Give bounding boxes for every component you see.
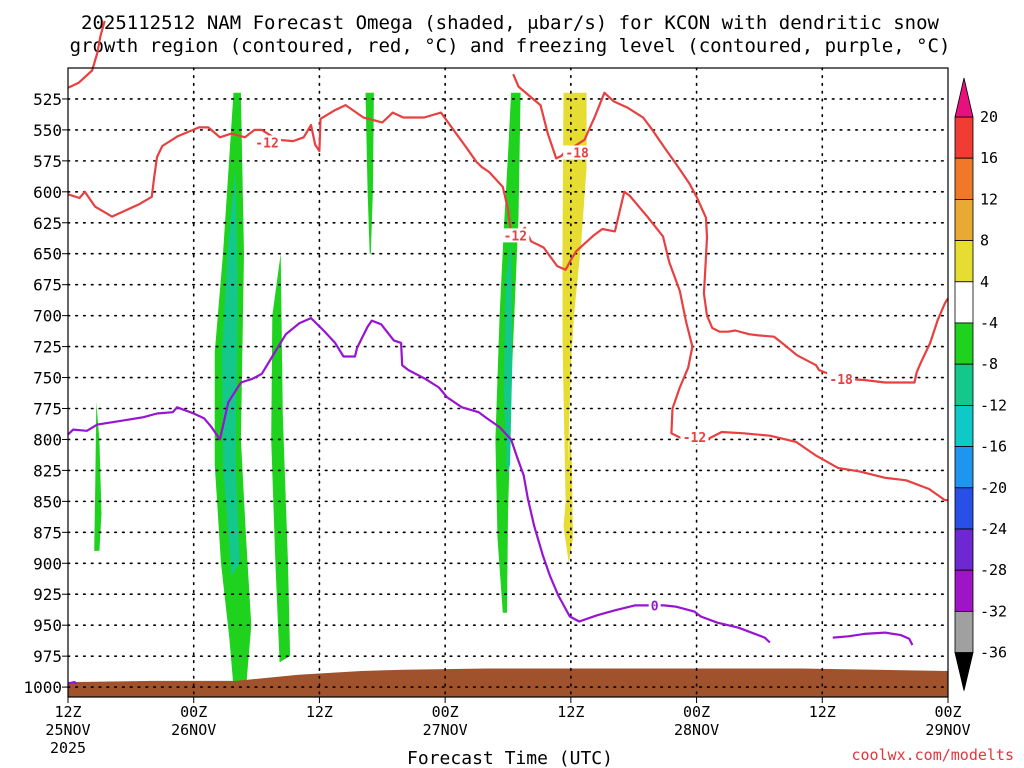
colorbar-bin-14 <box>954 652 974 691</box>
y-tick-label-675: 675 <box>33 276 62 295</box>
colorbar-bin-0 <box>954 77 974 118</box>
contour-label-bg-0 <box>253 135 282 150</box>
freezing-contour-1 <box>67 680 77 685</box>
x-tick-time-5: 00Z <box>683 703 710 721</box>
contour-label-4: -12 <box>683 431 706 446</box>
colorbar-label-3: 8 <box>980 232 989 250</box>
y-tick-label-950: 950 <box>33 616 62 635</box>
colorbar-bin-3 <box>954 198 974 241</box>
y-tick-label-1000: 1000 <box>23 678 62 697</box>
colorbar-label-5: -4 <box>980 314 998 332</box>
colorbar-label-13: -36 <box>980 644 1007 662</box>
omega-region-1 <box>222 167 240 576</box>
colorbar-label-1: 16 <box>980 149 998 167</box>
x-tick-date-0: 25NOV <box>45 721 90 739</box>
y-tick-label-550: 550 <box>33 121 62 140</box>
contour-label-bg-3 <box>827 372 856 387</box>
colorbar-bin-6 <box>954 322 974 365</box>
chart-title-line-2: growth region (contoured, red, °C) and f… <box>70 35 951 57</box>
y-tick-label-875: 875 <box>33 523 62 542</box>
colorbar-label-6: -8 <box>980 355 998 373</box>
x-tick-date-1: 26NOV <box>171 721 216 739</box>
contour-label-layer: -12 -18 -12 -18 -12 0 <box>253 135 856 615</box>
omega-region-3 <box>94 402 102 551</box>
y-tick-label-775: 775 <box>33 400 62 419</box>
contour-label-3: -18 <box>829 373 853 388</box>
x-tick-time-6: 12Z <box>809 703 836 721</box>
colorbar-label-11: -28 <box>980 561 1007 579</box>
colorbar-bin-12 <box>954 569 974 612</box>
freezing-contour-2 <box>832 631 914 646</box>
credit-link[interactable]: coolwx.com/modelts <box>851 746 1014 764</box>
contour-label-bg-5 <box>648 598 661 613</box>
colorbar-bin-8 <box>954 404 974 447</box>
colorbar-bin-7 <box>954 363 974 406</box>
y-tick-label-800: 800 <box>33 430 62 449</box>
omega-region-6 <box>503 241 513 477</box>
freezing-contour-0 <box>67 317 771 644</box>
colorbar-bin-5 <box>954 281 974 324</box>
colorbar-label-10: -24 <box>980 520 1007 538</box>
y-tick-label-700: 700 <box>33 307 62 326</box>
x-tick-date-3: 27NOV <box>423 721 468 739</box>
y-tick-label-575: 575 <box>33 152 62 171</box>
x-tick-time-1: 00Z <box>180 703 207 721</box>
colorbar: 20 16 12 8 4 -4 -8 -12 -16 -20 -24 -28 -32 -36 <box>954 77 1007 691</box>
y-tick-label-650: 650 <box>33 245 62 264</box>
x-tick-time-0: 12Z <box>54 703 81 721</box>
y-tick-label-600: 600 <box>33 183 62 202</box>
contour-label-1: -18 <box>565 146 589 161</box>
y-tick-label-975: 975 <box>33 647 62 666</box>
colorbar-bin-13 <box>954 611 974 654</box>
colorbar-bin-1 <box>954 116 974 159</box>
colorbar-label-2: 12 <box>980 190 998 208</box>
colorbar-bin-9 <box>954 446 974 489</box>
colorbar-bin-4 <box>954 240 974 283</box>
x-tick-time-7: 00Z <box>934 703 961 721</box>
x-tick-time-3: 00Z <box>432 703 459 721</box>
y-tick-label-825: 825 <box>33 461 62 480</box>
contour-label-bg-4 <box>680 430 709 445</box>
x-tick-date-5: 28NOV <box>674 721 719 739</box>
colorbar-bin-2 <box>954 157 974 200</box>
y-tick-label-925: 925 <box>33 585 62 604</box>
x-axis-label: Forecast Time (UTC) <box>407 748 613 768</box>
colorbar-label-7: -12 <box>980 396 1007 414</box>
grid-layer <box>67 67 949 698</box>
y-axis: 525 550 575 600 625 650 675 700 725 750 775 800 825 8… <box>23 90 68 697</box>
omega-region-7 <box>562 92 587 502</box>
chart-title-line-1: 2025112512 NAM Forecast Omega (shaded, μ… <box>81 12 939 34</box>
contour-label-0: -12 <box>255 137 278 152</box>
terrain-layer <box>68 668 948 697</box>
omega-region-4 <box>365 92 374 254</box>
x-tick-time-2: 12Z <box>306 703 333 721</box>
omega-shading-layer <box>94 92 587 688</box>
contour-label-bg-1 <box>563 145 592 160</box>
y-tick-label-625: 625 <box>33 214 62 233</box>
colorbar-bin-10 <box>954 487 974 530</box>
x-tick-year-0: 2025 <box>50 739 86 757</box>
contour-label-5: 0 <box>651 600 659 615</box>
y-tick-label-850: 850 <box>33 492 62 511</box>
colorbar-label-0: 20 <box>980 108 998 126</box>
y-tick-label-725: 725 <box>33 338 62 357</box>
colorbar-bin-11 <box>954 528 974 571</box>
x-tick-time-4: 12Z <box>557 703 584 721</box>
y-tick-label-525: 525 <box>33 90 62 109</box>
colorbar-label-4: 4 <box>980 273 989 291</box>
dgz-contour-0 <box>67 20 106 89</box>
colorbar-label-9: -20 <box>980 479 1007 497</box>
y-tick-label-900: 900 <box>33 554 62 573</box>
colorbar-label-12: -32 <box>980 602 1007 620</box>
y-tick-label-750: 750 <box>33 369 62 388</box>
x-tick-date-7: 29NOV <box>925 721 970 739</box>
plot-frame <box>67 67 949 698</box>
colorbar-label-8: -16 <box>980 438 1007 456</box>
contour-label-2: -12 <box>504 229 527 244</box>
terrain-fill <box>68 668 948 697</box>
contour-label-bg-2 <box>501 228 530 243</box>
omega-region-2 <box>271 253 291 663</box>
